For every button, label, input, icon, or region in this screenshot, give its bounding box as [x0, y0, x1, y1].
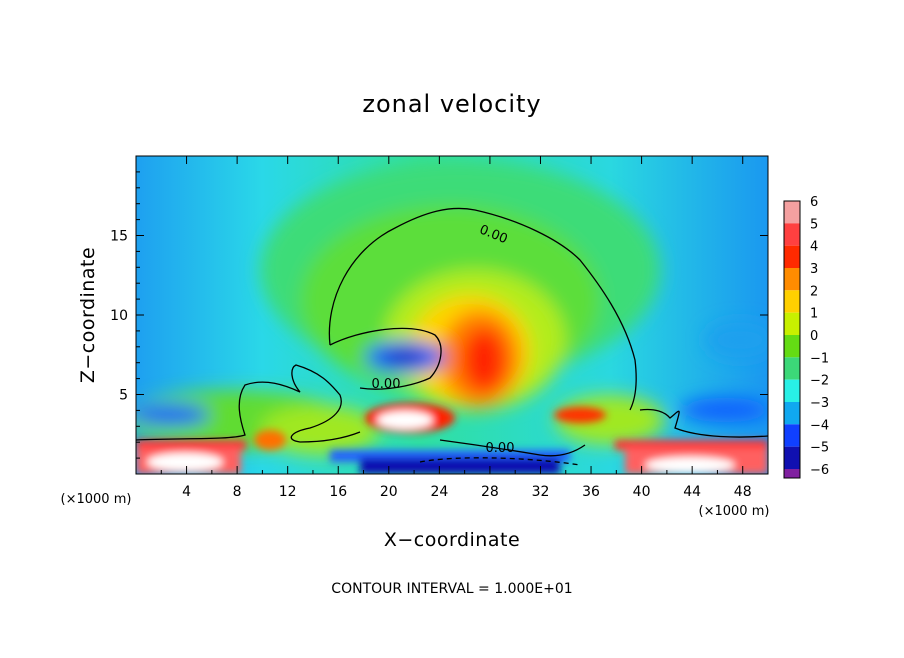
colorbar-swatch [784, 335, 800, 358]
colorbar-label: 1 [810, 307, 818, 322]
zero-contour-hook [329, 327, 442, 390]
x-tick-label: 20 [380, 484, 398, 500]
colorbar-swatch [784, 379, 800, 402]
x-tick-label: 4 [182, 484, 191, 500]
colorbar-swatch [784, 402, 800, 425]
x-tick-label: 28 [481, 484, 499, 500]
x-unit-label-left: (×1000 m) [61, 492, 132, 507]
colorbar-label: −6 [810, 463, 829, 478]
x-tick-label: 32 [532, 484, 550, 500]
colorbar-swatch [784, 312, 800, 335]
x-tick-label: 44 [683, 484, 701, 500]
colorbar-swatch [784, 223, 800, 246]
contour-labels: 0.00 0.00 0.00 [372, 222, 515, 456]
x-axis-label: X−coordinate [384, 529, 520, 551]
colorbar-swatch [784, 268, 800, 291]
chart-title: zonal velocity [362, 90, 541, 118]
zero-contour-main [328, 207, 637, 411]
x-tick-label: 12 [279, 484, 297, 500]
x-tick-label: 24 [430, 484, 448, 500]
colorbar-label: 6 [810, 195, 818, 210]
colorbar-swatch [784, 469, 800, 478]
colorbar-swatch [784, 245, 800, 268]
colorbar-label: 3 [810, 262, 818, 277]
x-ticks: 4 8 12 16 20 24 28 32 36 40 44 48 [160, 156, 752, 500]
y-axis-label: Z−coordinate [77, 247, 99, 383]
colorbar-swatch [784, 424, 800, 447]
colorbar-frame [783, 200, 801, 479]
colorbar-label: −5 [810, 441, 829, 456]
contour-label: 0.00 [486, 441, 515, 456]
colorbar: 6 5 4 3 2 1 0 −1 −2 −3 −4 −5 −6 [783, 195, 829, 479]
zero-contour-right [639, 408, 768, 438]
colorbar-swatch [784, 290, 800, 313]
colorbar-swatch [784, 357, 800, 380]
contour-lines [136, 207, 768, 466]
heatmap-field [136, 156, 768, 474]
contour-interval-text: CONTOUR INTERVAL = 1.000E+01 [331, 581, 572, 597]
colorbar-label: −1 [810, 351, 829, 366]
x-tick-label: 16 [329, 484, 347, 500]
colorbar-label: −2 [810, 374, 829, 389]
zero-contour-lower [136, 364, 361, 443]
colorbar-label: −4 [810, 418, 829, 433]
contour-label: 0.00 [372, 377, 401, 392]
x-tick-label: 8 [233, 484, 242, 500]
colorbar-swatch [784, 201, 800, 224]
zero-contour-bottom [439, 439, 586, 457]
colorbar-label: 0 [810, 329, 818, 344]
colorbar-label: 2 [810, 284, 818, 299]
colorbar-swatch [784, 446, 800, 469]
colorbar-label: 5 [810, 217, 818, 232]
x-tick-label: 36 [582, 484, 600, 500]
y-ticks: 5 10 15 [110, 171, 768, 459]
y-tick-label: 10 [110, 308, 128, 324]
zero-contour-dashed [419, 457, 581, 466]
colorbar-label: 4 [810, 240, 818, 255]
x-unit-label-right: (×1000 m) [699, 504, 770, 519]
colorbar-label: −3 [810, 396, 829, 411]
x-tick-label: 40 [633, 484, 651, 500]
y-tick-label: 5 [119, 388, 128, 404]
x-tick-label: 48 [734, 484, 752, 500]
y-tick-label: 15 [110, 229, 128, 245]
